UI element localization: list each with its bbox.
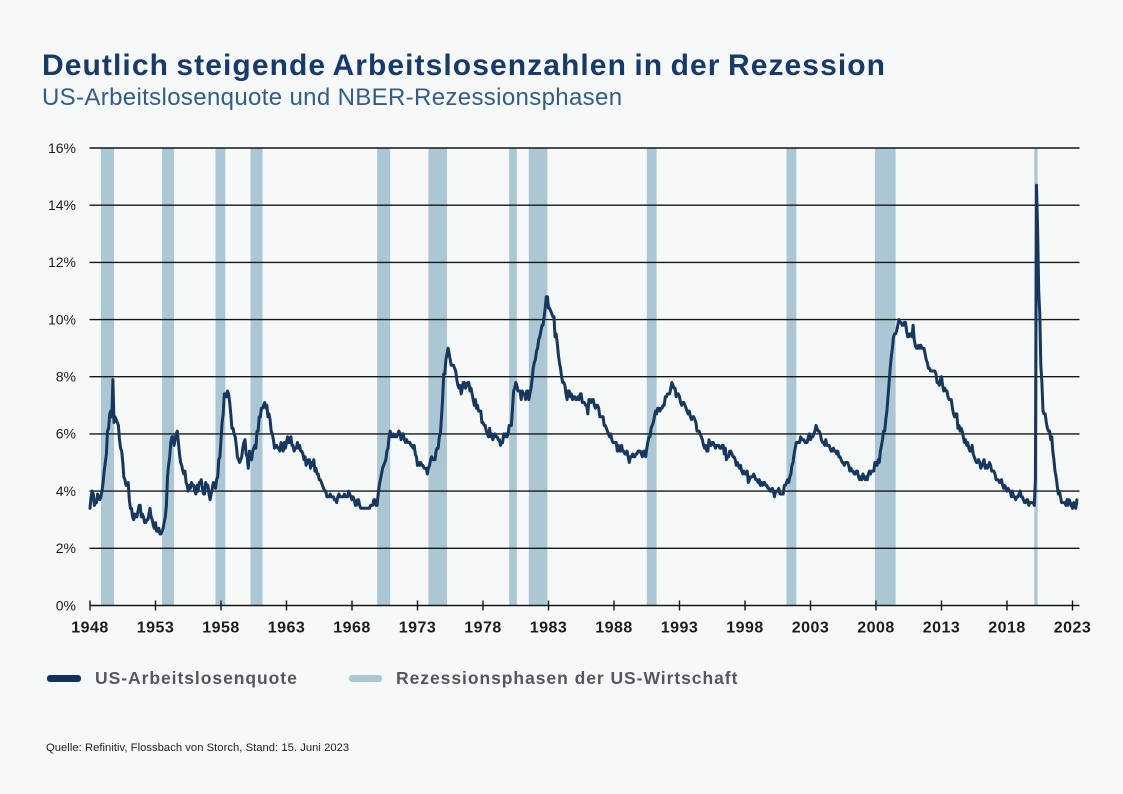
svg-text:2003: 2003 <box>792 620 830 637</box>
svg-text:1968: 1968 <box>333 620 371 637</box>
svg-text:6%: 6% <box>56 426 76 442</box>
svg-text:1953: 1953 <box>137 620 175 637</box>
svg-text:4%: 4% <box>56 483 76 499</box>
svg-text:1988: 1988 <box>595 620 633 637</box>
svg-text:1948: 1948 <box>71 620 109 637</box>
svg-text:12%: 12% <box>48 254 76 270</box>
svg-text:1963: 1963 <box>268 620 306 637</box>
svg-text:8%: 8% <box>56 369 76 385</box>
svg-text:0%: 0% <box>56 597 76 613</box>
svg-text:2008: 2008 <box>857 620 895 637</box>
svg-text:1978: 1978 <box>464 620 502 637</box>
svg-text:1973: 1973 <box>399 620 437 637</box>
svg-text:2%: 2% <box>56 540 76 556</box>
svg-text:16%: 16% <box>48 140 76 156</box>
svg-text:1983: 1983 <box>530 620 568 637</box>
svg-text:10%: 10% <box>48 311 76 327</box>
svg-text:1993: 1993 <box>661 620 699 637</box>
svg-text:1958: 1958 <box>202 620 240 637</box>
svg-text:2018: 2018 <box>988 620 1026 637</box>
svg-text:1998: 1998 <box>726 620 764 637</box>
svg-text:2023: 2023 <box>1054 620 1092 637</box>
svg-text:14%: 14% <box>48 197 76 213</box>
svg-text:2013: 2013 <box>923 620 961 637</box>
